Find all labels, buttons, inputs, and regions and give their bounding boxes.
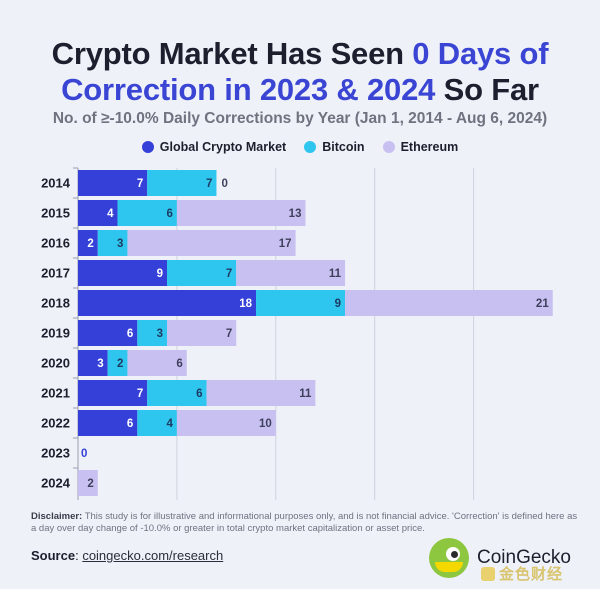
chart-subtitle: No. of ≥-10.0% Daily Corrections by Year… — [52, 110, 548, 127]
bar-bitcoin — [107, 350, 128, 376]
value-label: 2 — [117, 358, 123, 370]
title-line2-highlight: Correction in 2023 & 2024 — [61, 72, 436, 107]
bar-ethereum — [127, 230, 296, 256]
title-line1-highlight: 0 Days of — [412, 36, 549, 71]
value-label: 4 — [107, 208, 114, 220]
value-label: 3 — [117, 238, 123, 250]
bar-ethereum — [206, 380, 316, 406]
chart-title: Crypto Market Has Seen 0 Days of Correct… — [0, 36, 600, 108]
value-label: 7 — [137, 388, 143, 400]
value-label: 4 — [166, 418, 173, 430]
year-label: 2022 — [41, 416, 70, 431]
disclaimer: Disclaimer: This study is for illustrati… — [31, 511, 582, 535]
value-label: 13 — [289, 208, 302, 220]
value-label: 6 — [196, 388, 202, 400]
legend-dot-ethereum — [382, 141, 395, 153]
year-label: 2020 — [41, 356, 70, 371]
year-label: 2018 — [41, 296, 70, 311]
value-label: 7 — [137, 178, 143, 190]
bar-global-crypto-market — [78, 410, 138, 436]
legend-label-bitcoin: Bitcoin — [322, 140, 365, 154]
value-label: 21 — [536, 298, 549, 310]
watermark: 金色财经 — [481, 563, 563, 584]
bar-ethereum — [78, 470, 98, 496]
gecko-logo-icon — [429, 538, 469, 578]
source-separator: : — [75, 548, 83, 563]
year-label: 2019 — [41, 326, 70, 341]
chart-legend: Global Crypto Market Bitcoin Ethereum — [0, 140, 600, 154]
value-label: 7 — [206, 178, 212, 190]
year-label: 2023 — [41, 446, 70, 461]
bar-bitcoin — [256, 290, 346, 316]
brand-name: CoinGecko — [477, 547, 571, 568]
legend-dot-global — [141, 141, 154, 153]
year-label: 2021 — [41, 386, 70, 401]
value-label: 7 — [226, 268, 232, 280]
value-label: 9 — [335, 298, 341, 310]
bar-bitcoin — [137, 320, 168, 346]
bar-global-crypto-market — [78, 380, 148, 406]
value-label: 18 — [239, 298, 252, 310]
watermark-text: 金色财经 — [499, 566, 564, 583]
year-label: 2014 — [41, 176, 71, 191]
disclaimer-text: This study is for illustrative and infor… — [31, 511, 578, 534]
coingecko-brand: CoinGecko — [429, 538, 571, 578]
value-label: 6 — [127, 328, 133, 340]
value-label: 11 — [329, 268, 342, 280]
bar-global-crypto-market — [78, 290, 257, 316]
bar-bitcoin — [117, 200, 177, 226]
value-label: 6 — [127, 418, 133, 430]
value-label: 17 — [279, 238, 292, 250]
year-label: 2016 — [41, 236, 70, 251]
title-line2-b: So Far — [435, 72, 539, 107]
value-label: 0 — [221, 178, 227, 190]
value-label: 3 — [157, 328, 163, 340]
bar-bitcoin — [147, 380, 207, 406]
value-label: 2 — [87, 478, 93, 490]
legend-item-ethereum: Ethereum — [382, 140, 459, 154]
value-label: 10 — [259, 418, 272, 430]
value-label: 7 — [226, 328, 232, 340]
bar-ethereum — [127, 350, 187, 376]
watermark-icon — [481, 566, 495, 581]
bar-global-crypto-market — [78, 320, 138, 346]
bar-global-crypto-market — [78, 170, 148, 196]
bar-ethereum — [236, 260, 346, 286]
value-label: 0 — [81, 448, 87, 460]
bar-ethereum — [167, 320, 237, 346]
value-label: 3 — [97, 358, 103, 370]
value-label: 6 — [166, 208, 172, 220]
source-link[interactable]: coingecko.com/research — [82, 548, 224, 563]
value-label: 11 — [299, 388, 312, 400]
source-label: Source — [31, 548, 76, 563]
bar-ethereum — [176, 200, 306, 226]
bar-ethereum — [176, 410, 276, 436]
source-line: Source: coingecko.com/research — [31, 548, 223, 563]
legend-label-global: Global Crypto Market — [159, 140, 287, 154]
legend-item-bitcoin: Bitcoin — [304, 140, 365, 154]
value-label: 2 — [87, 238, 93, 250]
bar-global-crypto-market — [78, 200, 118, 226]
title-line1-a: Crypto Market Has Seen — [51, 36, 413, 71]
bar-bitcoin — [147, 170, 217, 196]
legend-item-global: Global Crypto Market — [141, 140, 287, 154]
legend-label-ethereum: Ethereum — [400, 140, 459, 154]
bar-global-crypto-market — [78, 260, 168, 286]
value-label: 9 — [157, 268, 163, 280]
disclaimer-label: Disclaimer: — [31, 511, 83, 522]
bar-global-crypto-market — [78, 230, 98, 256]
bar-ethereum — [345, 290, 553, 316]
legend-dot-bitcoin — [304, 141, 317, 153]
value-label: 6 — [176, 358, 182, 370]
bar-bitcoin — [167, 260, 237, 286]
bar-bitcoin — [97, 230, 128, 256]
bar-bitcoin — [137, 410, 177, 436]
year-label: 2024 — [41, 476, 71, 491]
bar-global-crypto-market — [78, 350, 108, 376]
year-label: 2017 — [41, 266, 70, 281]
year-label: 2015 — [41, 206, 70, 221]
